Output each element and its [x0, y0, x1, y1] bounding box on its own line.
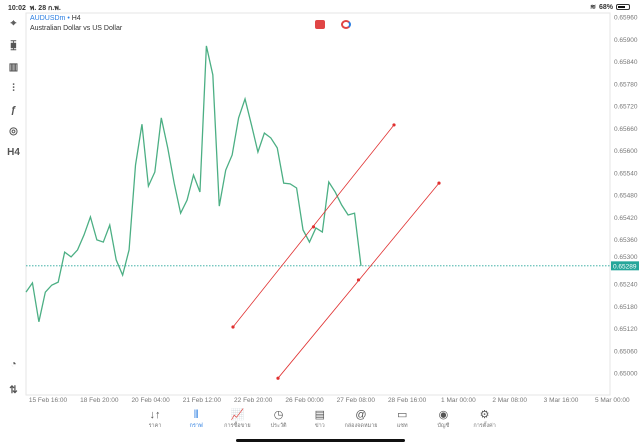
trendline-anchor	[437, 181, 441, 185]
price-tick-label: 0.65600	[614, 148, 638, 155]
current-price-tag	[611, 261, 639, 271]
nav-chart-icon: ⫴	[193, 409, 199, 421]
nav-label: แชท	[396, 423, 408, 429]
nav-quotes-icon: ↓↑	[149, 409, 161, 421]
time-tick-label: 1 Mar 00:00	[441, 397, 476, 404]
price-tick-label: 0.65420	[614, 215, 638, 222]
nav-label: บัญชี	[437, 423, 450, 429]
symbol-name[interactable]: AUDUSDm	[30, 15, 66, 22]
time-tick-label: 2 Mar 08:00	[492, 397, 527, 404]
left-toolbar: ⌖ ⧯ ▥ ⫶ ƒ ◎ H4 ◔ ⇅	[0, 13, 26, 396]
nav-account[interactable]: ◉ บัญชี	[423, 408, 463, 430]
nav-history[interactable]: ◷ ประวัติ	[259, 408, 299, 430]
price-tick-label: 0.65360	[614, 237, 638, 244]
nav-chat[interactable]: ▭ แชท	[382, 408, 422, 430]
time-tick-label: 18 Feb 20:00	[80, 397, 119, 404]
price-tick-label: 0.65120	[614, 326, 638, 333]
plot-frame	[25, 12, 611, 396]
home-indicator	[236, 439, 405, 442]
time-tick-label: 5 Mar 00:00	[595, 397, 630, 404]
time-tick-label: 22 Feb 20:00	[234, 397, 273, 404]
trendline-anchor	[276, 376, 280, 380]
status-time: 10:02 พ. 28 ก.พ.	[8, 3, 61, 14]
nav-label: การซื้อขาย	[224, 423, 251, 429]
nav-label: กล่องจดหมาย	[344, 423, 378, 429]
nav-label: การตั้งค่า	[473, 423, 496, 429]
timer-icon[interactable]	[341, 20, 351, 29]
history-icon[interactable]: ◔	[10, 359, 17, 370]
symbol-description: Australian Dollar vs US Dollar	[30, 25, 123, 32]
trade-icon[interactable]: ⇅	[9, 385, 18, 396]
nav-label: ราคา	[148, 423, 162, 429]
time-tick-label: 26 Feb 00:00	[285, 397, 324, 404]
nav-label: ข่าว	[314, 423, 325, 429]
clock: 10:02	[8, 5, 26, 12]
bar-chart-icon[interactable]: ▥	[8, 62, 19, 73]
trendline-anchor	[231, 325, 235, 329]
one-click-trading-icon[interactable]	[315, 20, 325, 29]
price-tick-label: 0.65660	[614, 126, 638, 133]
time-tick-label: 3 Mar 16:00	[544, 397, 579, 404]
trendline-anchor	[392, 123, 396, 127]
symbol-info: AUDUSDm • H4 Australian Dollar vs US Dol…	[30, 15, 123, 32]
crosshair-icon[interactable]: ⌖	[10, 18, 17, 29]
nav-mailbox-icon: @	[355, 409, 367, 421]
price-tick-label: 0.65480	[614, 193, 638, 200]
nav-mailbox[interactable]: @ กล่องจดหมาย	[341, 408, 381, 430]
wifi-icon: ≋	[590, 4, 596, 11]
timeframe-button[interactable]: H4	[7, 147, 20, 158]
bottom-nav: ↓↑ ราคา ⫴ กราฟ 📈 การซื้อขาย ◷ ประวัติ ▤ ข่าว @ กล่อ…	[0, 404, 640, 434]
status-bar: 10:02 พ. 28 ก.พ. ≋ 68%	[0, 0, 640, 13]
nav-settings-icon: ⚙	[479, 409, 490, 421]
price-tick-label: 0.65540	[614, 170, 638, 177]
nav-label: กราฟ	[189, 423, 203, 429]
nav-trade[interactable]: 📈 การซื้อขาย	[217, 408, 257, 430]
price-tick-label: 0.65300	[614, 254, 638, 261]
price-tick-label: 0.65960	[614, 15, 638, 22]
price-tick-label: 0.65720	[614, 104, 638, 111]
price-tick-label: 0.65060	[614, 348, 638, 355]
price-line	[25, 45, 362, 322]
nav-chat-icon: ▭	[396, 409, 408, 421]
current-price-label: 0.65289	[613, 263, 637, 270]
nav-chart[interactable]: ⫴ กราฟ	[176, 408, 216, 430]
price-tick-label: 0.65180	[614, 304, 638, 311]
time-tick-label: 21 Feb 12:00	[183, 397, 222, 404]
price-tick-label: 0.65900	[614, 37, 638, 44]
function-icon[interactable]: ƒ	[10, 105, 17, 116]
nav-quotes[interactable]: ↓↑ ราคา	[135, 408, 175, 430]
nav-news[interactable]: ▤ ข่าว	[300, 408, 340, 430]
symbol-timeframe: H4	[71, 15, 81, 22]
battery-percent: 68%	[598, 3, 613, 11]
status-date: พ. 28 ก.พ.	[29, 5, 61, 12]
time-tick-label: 27 Feb 08:00	[337, 397, 376, 404]
time-tick-label: 28 Feb 16:00	[388, 397, 427, 404]
nav-history-icon: ◷	[273, 409, 284, 421]
nav-account-icon: ◉	[438, 409, 449, 421]
trendline-anchor	[311, 225, 316, 229]
time-tick-label: 15 Feb 16:00	[29, 397, 68, 404]
time-tick-label: 20 Feb 04:00	[131, 397, 170, 404]
nav-trade-icon: 📈	[230, 409, 245, 421]
price-tick-label: 0.65000	[614, 371, 638, 378]
price-tick-label: 0.65780	[614, 81, 638, 88]
indicators-icon[interactable]: ⫶	[12, 83, 15, 94]
candlestick-icon[interactable]: ⧯	[10, 40, 17, 51]
price-tick-label: 0.65840	[614, 59, 638, 66]
battery-icon	[616, 4, 630, 10]
price-tick-label: 0.65240	[614, 282, 638, 289]
objects-icon[interactable]: ◎	[9, 126, 18, 137]
nav-settings[interactable]: ⚙ การตั้งค่า	[465, 408, 505, 430]
trendline-anchor	[356, 278, 361, 282]
nav-label: ประวัติ	[270, 423, 287, 429]
nav-news-icon: ▤	[314, 409, 325, 421]
